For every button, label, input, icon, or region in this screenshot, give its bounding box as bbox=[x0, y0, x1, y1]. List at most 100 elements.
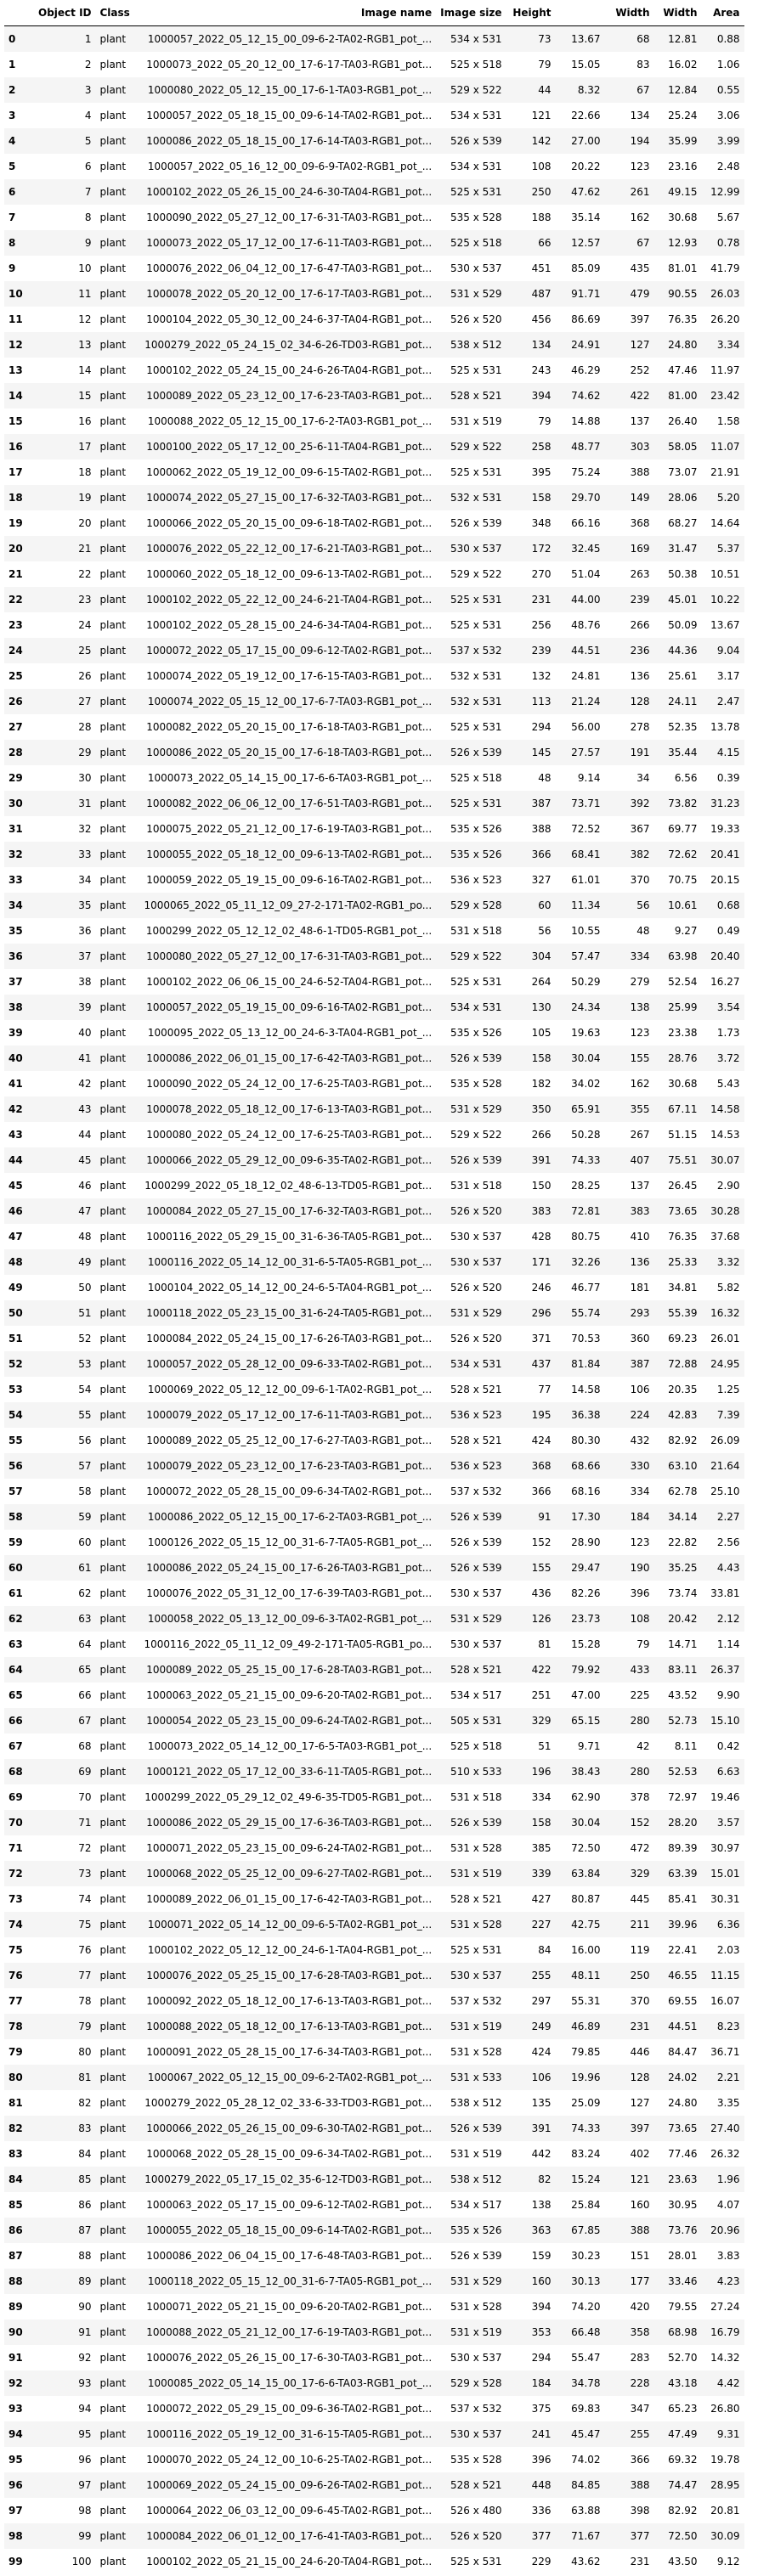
image-size-cell: 529 x 522 bbox=[450, 83, 502, 96]
class-cell: plant bbox=[99, 1637, 127, 1650]
class-cell: plant bbox=[99, 2071, 127, 2083]
row-index: 88 bbox=[8, 2274, 23, 2287]
image-size-cell: 531 x 533 bbox=[450, 2071, 502, 2083]
width-pct-cell: 16.02 bbox=[668, 58, 698, 70]
image-name-cell: 1000084_2022_05_27_15_00_17-6-32-TA03-RG… bbox=[146, 1204, 433, 1217]
height-pct-cell: 32.26 bbox=[571, 1255, 601, 1268]
image-name-cell: 1000086_2022_06_04_15_00_17-6-48-TA03-RG… bbox=[146, 2249, 433, 2262]
image-name-cell: 1000057_2022_05_16_12_00_09-6-9-TA02-RGB… bbox=[147, 160, 433, 172]
height-cell: 371 bbox=[531, 1332, 552, 1344]
row-index: 26 bbox=[8, 695, 23, 707]
image-name-cell: 1000072_2022_05_29_15_00_09-6-36-TA02-RG… bbox=[146, 2402, 433, 2415]
table-row: 64 65 plant 1000089_2022_05_25_15_00_17-6-2… bbox=[4, 1656, 744, 1683]
width-pct-cell: 73.65 bbox=[668, 2122, 698, 2134]
image-size-cell: 529 x 522 bbox=[450, 1128, 502, 1141]
height-cell: 249 bbox=[531, 2020, 552, 2032]
image-size-cell: 526 x 539 bbox=[450, 1051, 502, 1064]
area-cell: 3.99 bbox=[716, 134, 740, 147]
height-cell: 368 bbox=[531, 1459, 552, 1472]
area-cell: 3.83 bbox=[716, 2249, 740, 2262]
height-pct-cell: 91.71 bbox=[571, 287, 601, 300]
width-cell: 231 bbox=[630, 2555, 650, 2568]
row-index: 15 bbox=[8, 414, 23, 427]
image-size-cell: 534 x 531 bbox=[450, 32, 502, 45]
table-row: 23 24 plant 1000102_2022_05_28_15_00_24-6-3… bbox=[4, 612, 744, 638]
width-cell: 280 bbox=[630, 1714, 650, 1727]
row-index: 25 bbox=[8, 669, 23, 682]
width-cell: 279 bbox=[630, 975, 650, 988]
object-id-cell: 82 bbox=[78, 2096, 92, 2109]
width-cell: 303 bbox=[630, 440, 650, 453]
header-image-size: Image size bbox=[436, 0, 506, 26]
width-cell: 194 bbox=[630, 134, 650, 147]
row-index: 77 bbox=[8, 1994, 23, 2007]
image-size-cell: 531 x 528 bbox=[450, 2300, 502, 2313]
object-id-cell: 62 bbox=[78, 1587, 92, 1599]
area-cell: 16.32 bbox=[710, 1306, 740, 1319]
table-row: 77 78 plant 1000092_2022_05_18_12_00_17-6-1… bbox=[4, 1988, 744, 2014]
image-size-cell: 531 x 519 bbox=[450, 414, 502, 427]
width-pct-cell: 14.71 bbox=[668, 1637, 698, 1650]
height-pct-cell: 19.96 bbox=[571, 2071, 601, 2083]
width-pct-cell: 33.46 bbox=[668, 2274, 698, 2287]
object-id-cell: 42 bbox=[78, 1077, 92, 1090]
width-cell: 263 bbox=[630, 567, 650, 580]
area-cell: 15.10 bbox=[710, 1714, 740, 1727]
width-pct-cell: 12.93 bbox=[668, 236, 698, 249]
height-pct-cell: 28.90 bbox=[571, 1536, 601, 1548]
object-id-cell: 59 bbox=[78, 1510, 92, 1523]
row-index: 69 bbox=[8, 1790, 23, 1803]
row-index: 33 bbox=[8, 873, 23, 886]
area-cell: 2.12 bbox=[716, 1612, 740, 1625]
area-cell: 0.88 bbox=[716, 32, 740, 45]
height-pct-cell: 11.34 bbox=[571, 899, 601, 911]
table-row: 37 38 plant 1000102_2022_06_06_15_00_24-6-5… bbox=[4, 969, 744, 995]
class-cell: plant bbox=[99, 313, 127, 325]
width-pct-cell: 43.50 bbox=[668, 2555, 698, 2568]
height-pct-cell: 68.66 bbox=[571, 1459, 601, 1472]
height-pct-cell: 47.62 bbox=[571, 185, 601, 198]
width-pct-cell: 90.55 bbox=[668, 287, 698, 300]
image-size-cell: 526 x 480 bbox=[450, 2504, 502, 2517]
height-pct-cell: 24.91 bbox=[571, 338, 601, 351]
object-id-cell: 36 bbox=[78, 924, 92, 937]
image-size-cell: 535 x 526 bbox=[450, 1026, 502, 1039]
height-pct-cell: 73.71 bbox=[571, 797, 601, 809]
width-cell: 330 bbox=[630, 1459, 650, 1472]
object-id-cell: 18 bbox=[78, 465, 92, 478]
image-size-cell: 531 x 518 bbox=[450, 924, 502, 937]
table-row: 33 34 plant 1000059_2022_05_19_15_00_09-6-1… bbox=[4, 867, 744, 893]
width-cell: 255 bbox=[630, 2427, 650, 2440]
image-name-cell: 1000116_2022_05_29_15_00_31-6-36-TA05-RG… bbox=[146, 1230, 433, 1243]
image-size-cell: 525 x 518 bbox=[450, 771, 502, 784]
height-pct-cell: 74.02 bbox=[571, 2453, 601, 2466]
height-cell: 158 bbox=[531, 491, 552, 504]
table-row: 20 21 plant 1000076_2022_05_22_12_00_17-6-2… bbox=[4, 535, 744, 561]
width-cell: 137 bbox=[630, 1179, 650, 1192]
area-cell: 19.33 bbox=[710, 822, 740, 835]
height-pct-cell: 38.43 bbox=[571, 1765, 601, 1778]
table-row: 79 80 plant 1000091_2022_05_28_15_00_17-6-3… bbox=[4, 2039, 744, 2065]
width-cell: 191 bbox=[630, 746, 650, 758]
height-cell: 145 bbox=[531, 746, 552, 758]
width-cell: 225 bbox=[630, 1688, 650, 1701]
class-cell: plant bbox=[99, 1153, 127, 1166]
width-cell: 407 bbox=[630, 1153, 650, 1166]
width-pct-cell: 25.61 bbox=[668, 669, 698, 682]
image-name-cell: 1000084_2022_05_24_15_00_17-6-26-TA03-RG… bbox=[146, 1332, 433, 1344]
object-id-cell: 31 bbox=[78, 797, 92, 809]
height-pct-cell: 29.47 bbox=[571, 1561, 601, 1574]
height-cell: 91 bbox=[538, 1510, 552, 1523]
width-cell: 239 bbox=[630, 593, 650, 606]
width-pct-cell: 42.83 bbox=[668, 1408, 698, 1421]
row-index: 39 bbox=[8, 1026, 23, 1039]
table-row: 96 97 plant 1000069_2022_05_24_15_00_09-6-2… bbox=[4, 2472, 744, 2498]
row-index: 1 bbox=[8, 58, 16, 70]
class-cell: plant bbox=[99, 1179, 127, 1192]
width-pct-cell: 68.27 bbox=[668, 516, 698, 529]
image-size-cell: 525 x 531 bbox=[450, 618, 502, 631]
class-cell: plant bbox=[99, 848, 127, 860]
area-cell: 1.58 bbox=[716, 414, 740, 427]
area-cell: 16.79 bbox=[710, 2325, 740, 2338]
class-cell: plant bbox=[99, 1051, 127, 1064]
